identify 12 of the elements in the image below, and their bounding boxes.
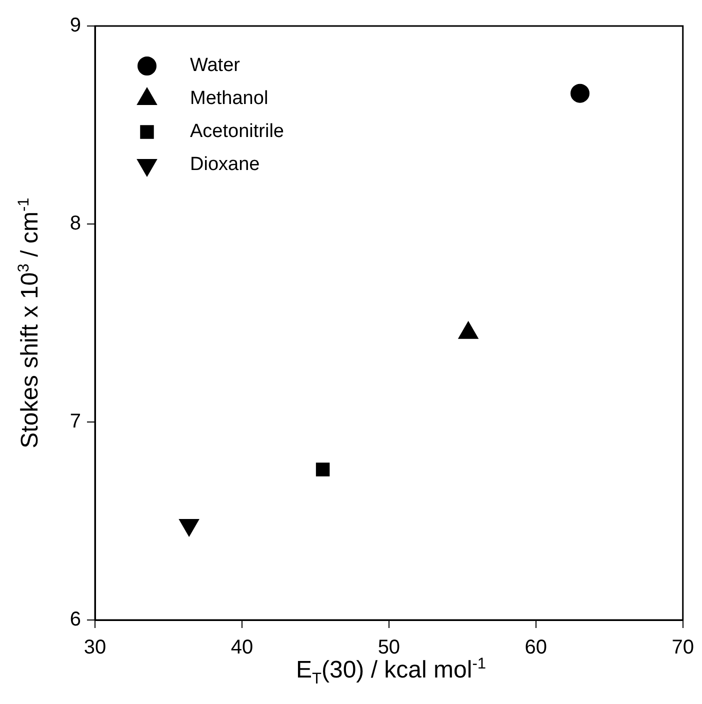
x-tick-label: 60 (524, 636, 548, 659)
x-tick-label: 30 (84, 636, 106, 659)
y-tick-label: 7 (70, 410, 81, 433)
legend-label: Dioxane (190, 154, 260, 176)
legend-label: Acetonitrile (190, 121, 284, 142)
x-tick-label: 40 (230, 636, 254, 659)
y-tick-label: 8 (70, 212, 81, 235)
legend-label: Methanol (190, 88, 268, 110)
legend-label: Water (190, 55, 241, 76)
x-tick-label: 70 (672, 636, 694, 659)
y-tick-label: 9 (70, 14, 81, 37)
y-tick-label: 6 (70, 608, 81, 631)
